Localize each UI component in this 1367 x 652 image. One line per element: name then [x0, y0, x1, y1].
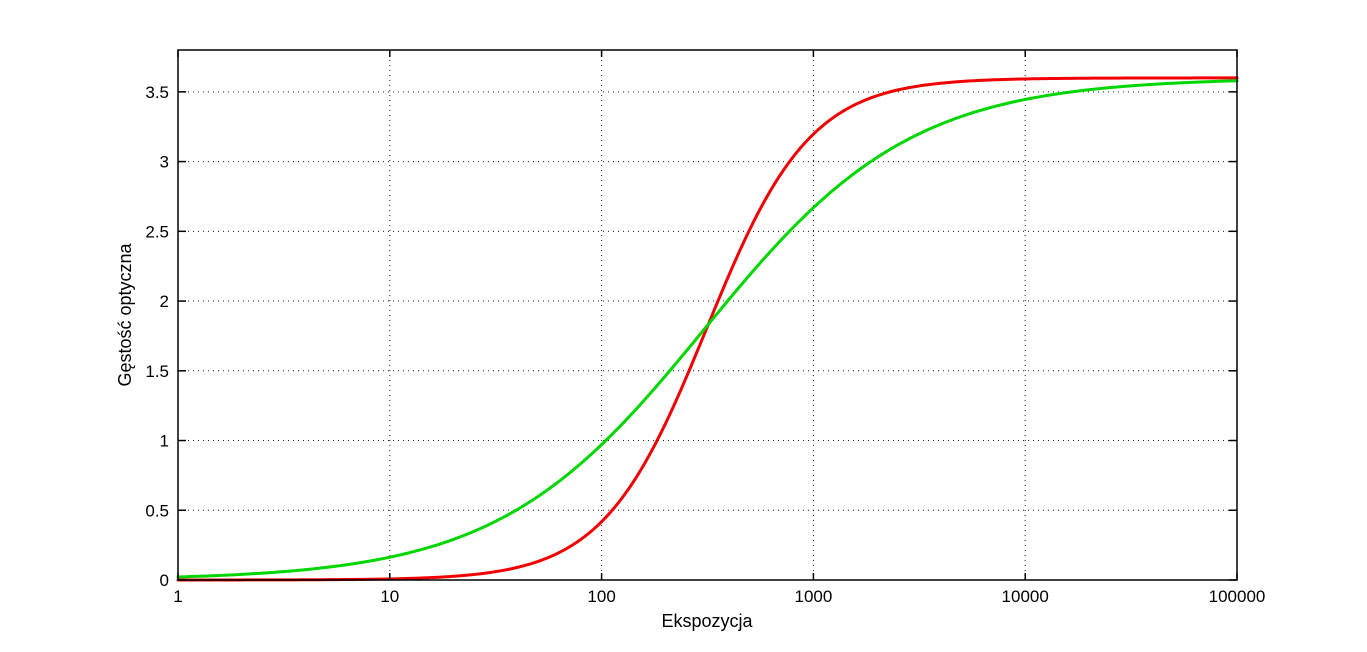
- y-tick-label: 2.5: [145, 222, 169, 241]
- x-tick-label: 100000: [1209, 587, 1266, 606]
- x-tick-label: 10: [380, 587, 399, 606]
- y-tick-label: 0: [160, 571, 169, 590]
- series-layer: [176, 76, 1239, 582]
- y-tick-label: 3: [160, 153, 169, 172]
- axes-layer: [177, 49, 1238, 581]
- y-tick-label: 1: [160, 432, 169, 451]
- x-tick-label: 1000: [794, 587, 832, 606]
- y-tick-label: 1.5: [145, 362, 169, 381]
- y-tick-label: 0.5: [145, 501, 169, 520]
- tick-label-layer: 1 10 100 1000 10000 100000 0 0.5 1 1.5 2 2.5 3 3.5: [145, 83, 1265, 606]
- x-axis-title: Ekspozycja: [661, 611, 753, 631]
- grid-layer: [178, 50, 1237, 580]
- x-tick-label: 10000: [1002, 587, 1049, 606]
- shallow-film-curve-line: [176, 79, 1239, 579]
- plot-border: [177, 49, 1238, 581]
- y-axis-title: Gęstość optyczna: [115, 242, 135, 386]
- steep-film-curve-line: [176, 76, 1239, 582]
- x-tick-label: 100: [587, 587, 615, 606]
- y-tick-label: 2: [160, 292, 169, 311]
- y-tick-label: 3.5: [145, 83, 169, 102]
- x-tick-label: 1: [173, 587, 182, 606]
